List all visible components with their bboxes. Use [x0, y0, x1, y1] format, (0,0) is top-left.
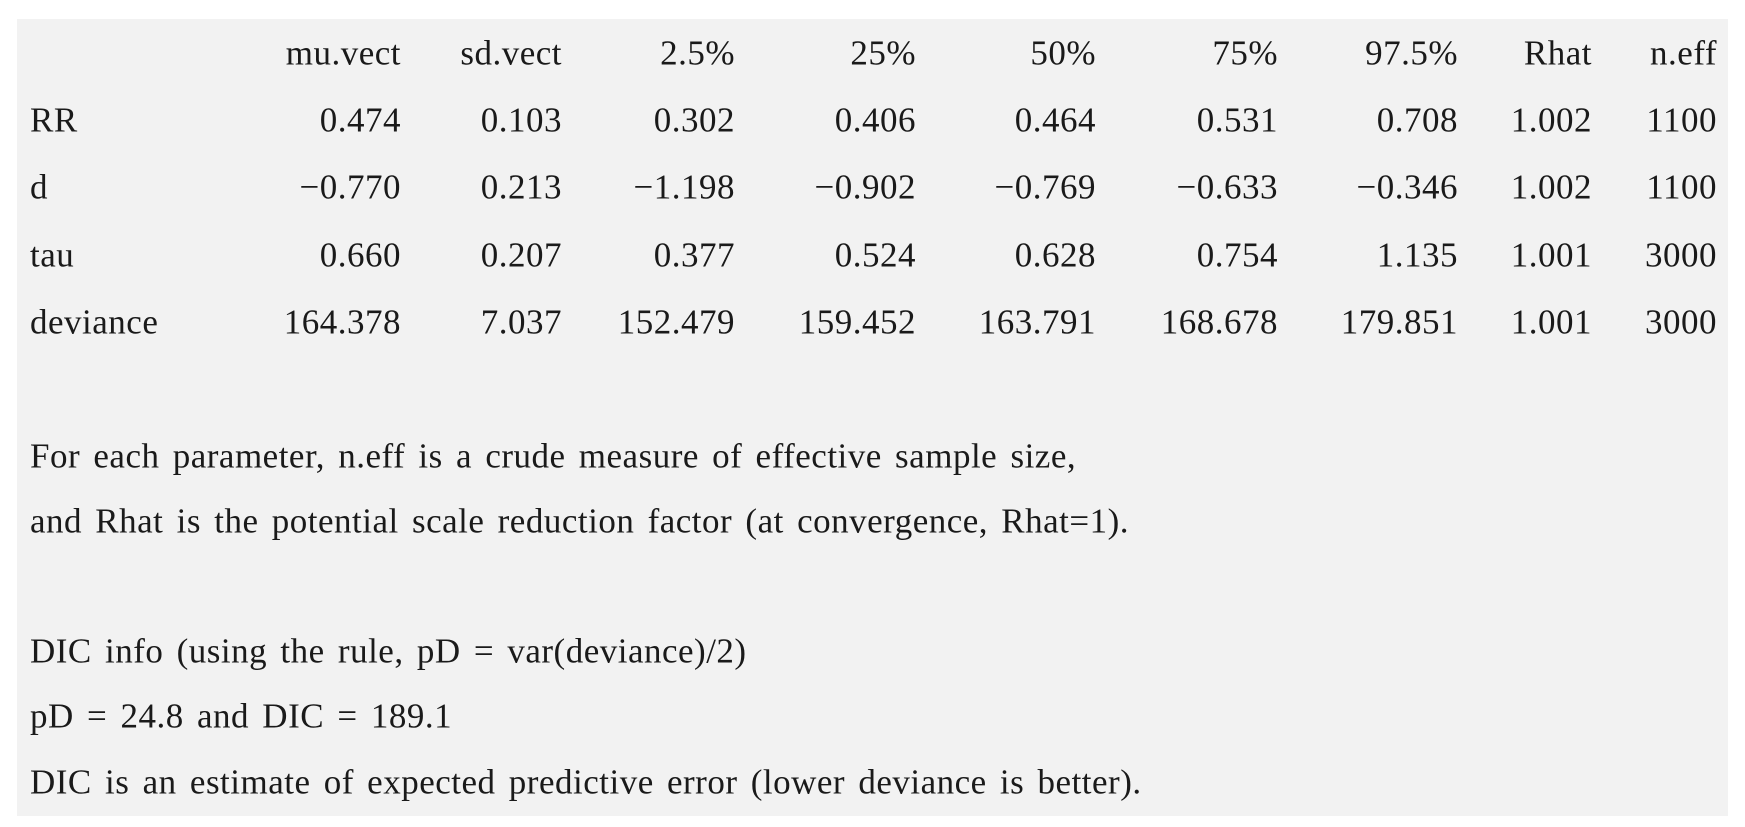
- cell: −0.770: [299, 167, 401, 207]
- column-header: n.eff: [1650, 33, 1717, 73]
- cell: 0.213: [480, 167, 562, 207]
- cell: −0.633: [1176, 167, 1278, 207]
- cell: 1.002: [1510, 167, 1592, 207]
- column-header: mu.vect: [285, 33, 401, 73]
- row-label: deviance: [30, 302, 159, 342]
- column-header: 97.5%: [1365, 33, 1458, 73]
- cell: 0.708: [1376, 100, 1458, 140]
- cell: 0.302: [653, 100, 735, 140]
- cell: 1.001: [1510, 302, 1592, 342]
- cell: 159.452: [798, 302, 916, 342]
- column-header: 2.5%: [660, 33, 735, 73]
- cell: 0.474: [319, 100, 401, 140]
- cell: 1.135: [1376, 235, 1458, 275]
- cell: 0.464: [1014, 100, 1096, 140]
- cell: −0.902: [814, 167, 916, 207]
- cell: −1.198: [633, 167, 735, 207]
- cell: 0.754: [1196, 235, 1278, 275]
- cell: 0.628: [1014, 235, 1096, 275]
- column-header: Rhat: [1523, 33, 1592, 73]
- cell: 0.660: [319, 235, 401, 275]
- cell: 7.037: [480, 302, 562, 342]
- cell: 1.002: [1510, 100, 1592, 140]
- note-line: DIC info (using the rule, pD = var(devia…: [30, 631, 747, 671]
- cell: 0.103: [480, 100, 562, 140]
- note-line: and Rhat is the potential scale reductio…: [30, 501, 1130, 541]
- cell: 0.524: [834, 235, 916, 275]
- cell: 163.791: [978, 302, 1096, 342]
- cell: −0.769: [994, 167, 1096, 207]
- row-label: d: [30, 167, 48, 207]
- row-label: RR: [30, 100, 78, 140]
- cell: 179.851: [1340, 302, 1458, 342]
- cell: −0.346: [1356, 167, 1458, 207]
- cell: 164.378: [283, 302, 401, 342]
- cell: 0.531: [1196, 100, 1278, 140]
- cell: 0.406: [834, 100, 916, 140]
- column-header: 75%: [1212, 33, 1278, 73]
- cell: 0.207: [480, 235, 562, 275]
- note-line: For each parameter, n.eff is a crude mea…: [30, 436, 1077, 476]
- cell: 1100: [1646, 100, 1717, 140]
- row-label: tau: [30, 235, 75, 275]
- output-panel: [17, 19, 1728, 816]
- cell: 1100: [1646, 167, 1717, 207]
- cell: 152.479: [617, 302, 735, 342]
- column-header: sd.vect: [460, 33, 562, 73]
- cell: 3000: [1645, 235, 1717, 275]
- cell: 1.001: [1510, 235, 1592, 275]
- cell: 3000: [1645, 302, 1717, 342]
- note-line: pD = 24.8 and DIC = 189.1: [30, 696, 453, 736]
- column-header: 50%: [1030, 33, 1096, 73]
- cell: 168.678: [1160, 302, 1278, 342]
- note-line: DIC is an estimate of expected predictiv…: [30, 762, 1142, 802]
- column-header: 25%: [850, 33, 916, 73]
- cell: 0.377: [653, 235, 735, 275]
